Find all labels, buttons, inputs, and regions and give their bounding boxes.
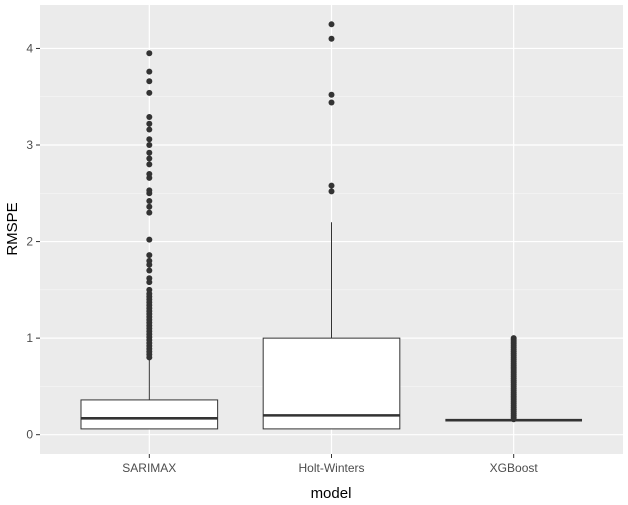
- outlier-point: [146, 149, 153, 156]
- outlier-point: [146, 89, 153, 96]
- outlier-point: [146, 187, 153, 194]
- outlier-point: [146, 209, 153, 216]
- outlier-point: [146, 161, 153, 168]
- outlier-point: [510, 335, 517, 342]
- box-layer: [80, 21, 583, 430]
- x-tick-label: Holt-Winters: [298, 461, 364, 475]
- outlier-point: [328, 99, 335, 106]
- y-tick-label: 1: [26, 331, 33, 345]
- y-axis-title: RMSPE: [4, 202, 21, 255]
- outlier-point: [146, 120, 153, 127]
- outlier-point: [146, 136, 153, 143]
- x-axis-title: model: [311, 485, 352, 502]
- box-body: [262, 337, 401, 430]
- outlier-point: [146, 68, 153, 75]
- x-tick-label: XGBoost: [490, 461, 539, 475]
- outlier-point: [328, 188, 335, 195]
- y-tick-label: 2: [26, 235, 33, 249]
- outlier-point: [146, 267, 153, 274]
- y-tick-label: 4: [26, 41, 33, 55]
- outlier-point: [328, 35, 335, 42]
- y-tick-label: 3: [26, 138, 33, 152]
- x-tick-label: SARIMAX: [122, 461, 176, 475]
- box-body: [80, 399, 219, 430]
- outlier-point: [146, 203, 153, 210]
- outlier-point: [146, 286, 153, 293]
- outlier-point: [146, 170, 153, 177]
- outlier-point: [146, 275, 153, 282]
- outlier-point: [146, 114, 153, 121]
- outlier-point: [146, 155, 153, 162]
- axis-layer: 0 1 2 3 4 SARIMAX Holt-Winters XGBoost: [26, 41, 538, 475]
- outlier-point: [146, 236, 153, 243]
- y-tick-label: 0: [26, 428, 33, 442]
- outlier-point: [328, 182, 335, 189]
- box-holt-winters: [262, 21, 401, 430]
- outlier-point: [328, 21, 335, 28]
- box-xgboost: [445, 335, 583, 423]
- outlier-point: [146, 50, 153, 57]
- outlier-point: [146, 257, 153, 264]
- outlier-point: [146, 252, 153, 259]
- outlier-point: [146, 198, 153, 205]
- outlier-point: [146, 78, 153, 85]
- box-sarimax: [80, 50, 219, 430]
- outlier-point: [146, 142, 153, 149]
- outlier-point: [146, 126, 153, 133]
- outlier-point: [328, 91, 335, 98]
